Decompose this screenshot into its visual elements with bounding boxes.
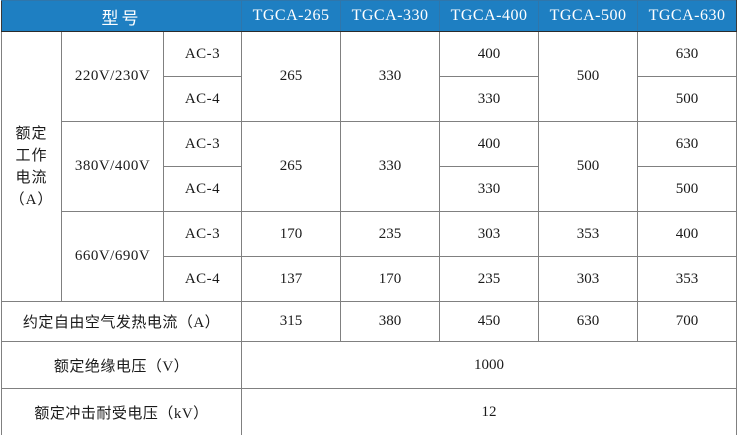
cell-heating-tgca630: 700 <box>637 301 738 342</box>
header-model-2: TGCA-400 <box>439 0 540 32</box>
cell-impulse-voltage: 12 <box>241 388 738 435</box>
cell-660v-ac3-tgca400: 303 <box>439 211 540 257</box>
cell-220v-ac4-tgca630: 500 <box>637 76 738 122</box>
header-model-1: TGCA-330 <box>340 0 441 32</box>
table-row: 约定自由空气发热电流（A） 315 380 450 630 700 <box>0 301 738 342</box>
table-row: AC-4 330 500 <box>2 76 738 122</box>
header-model-0: TGCA-265 <box>241 0 342 32</box>
cell-660v-ac4-tgca500: 303 <box>538 256 639 302</box>
table-row: 额定绝缘电压（V） 1000 <box>0 341 738 389</box>
ac-type-label: AC-4 <box>162 256 243 302</box>
cell-220v-tgca330: 330 <box>340 31 441 122</box>
cell-660v-ac3-tgca265: 170 <box>241 211 342 257</box>
table-row: AC-4 330 500 <box>2 166 738 212</box>
table-row: 额定 工作 电流 （A） 220V/230V AC-3 265 330 400 … <box>1 31 738 302</box>
cell-380v-ac4-tgca400: 330 <box>439 166 540 212</box>
voltage-label-220v: 220V/230V <box>61 31 164 122</box>
header-model-title: 型号 <box>0 0 243 32</box>
group-label-line-0: 额定 <box>15 125 48 142</box>
cell-660v-ac3-tgca500: 353 <box>538 211 639 257</box>
ac-type-label: AC-3 <box>162 31 243 77</box>
cell-660v-ac4-tgca265: 137 <box>241 256 342 302</box>
cell-660v-ac3-tgca330: 235 <box>340 211 441 257</box>
cell-220v-ac4-tgca400: 330 <box>439 76 540 122</box>
cell-660v-ac3-tgca630: 400 <box>637 211 738 257</box>
cell-660v-ac4-tgca400: 235 <box>439 256 540 302</box>
cell-insulation-voltage: 1000 <box>241 341 738 389</box>
cell-380v-ac3-tgca630: 630 <box>637 121 738 167</box>
cell-heating-tgca330: 380 <box>340 301 441 342</box>
cell-heating-tgca500: 630 <box>538 301 639 342</box>
cell-heating-tgca400: 450 <box>439 301 540 342</box>
table-header-row: 型号 TGCA-265 TGCA-330 TGCA-400 TGCA-500 T… <box>0 0 738 32</box>
group-label-line-2: 电流 <box>15 169 48 186</box>
ac-type-label: AC-4 <box>162 166 243 212</box>
impulse-voltage-label: 额定冲击耐受电压（kV） <box>0 388 243 435</box>
heating-current-label: 约定自由空气发热电流（A） <box>0 301 243 342</box>
cell-220v-ac3-tgca400: 400 <box>439 31 540 77</box>
table-row: 380V/400V AC-3 265 330 400 500 630 <box>2 121 738 212</box>
table-row: 660V/690V AC-3 170 235 303 353 400 <box>2 211 738 302</box>
insulation-voltage-label: 额定绝缘电压（V） <box>0 341 243 389</box>
cell-380v-ac3-tgca400: 400 <box>439 121 540 167</box>
cell-220v-tgca265: 265 <box>241 31 342 122</box>
cell-380v-tgca330: 330 <box>340 121 441 212</box>
cell-220v-tgca500: 500 <box>538 31 639 122</box>
cell-heating-tgca265: 315 <box>241 301 342 342</box>
cell-380v-tgca500: 500 <box>538 121 639 212</box>
voltage-label-660v: 660V/690V <box>61 211 164 302</box>
table-row: AC-4 137 170 235 303 353 <box>2 256 738 302</box>
cell-220v-ac3-tgca630: 630 <box>637 31 738 77</box>
cell-380v-ac4-tgca630: 500 <box>637 166 738 212</box>
ac-type-label: AC-4 <box>162 76 243 122</box>
cell-380v-tgca265: 265 <box>241 121 342 212</box>
table-row: 额定冲击耐受电压（kV） 12 <box>0 388 738 435</box>
voltage-label-380v: 380V/400V <box>61 121 164 212</box>
cell-660v-ac4-tgca330: 170 <box>340 256 441 302</box>
ac-type-label: AC-3 <box>162 121 243 167</box>
rated-current-group-label: 额定 工作 电流 （A） <box>1 31 62 302</box>
group-label-line-1: 工作 <box>15 147 48 164</box>
header-model-3: TGCA-500 <box>538 0 639 32</box>
cell-660v-ac4-tgca630: 353 <box>637 256 738 302</box>
ac-type-label: AC-3 <box>162 211 243 257</box>
group-label-line-3: （A） <box>9 191 54 208</box>
header-model-4: TGCA-630 <box>637 0 738 32</box>
